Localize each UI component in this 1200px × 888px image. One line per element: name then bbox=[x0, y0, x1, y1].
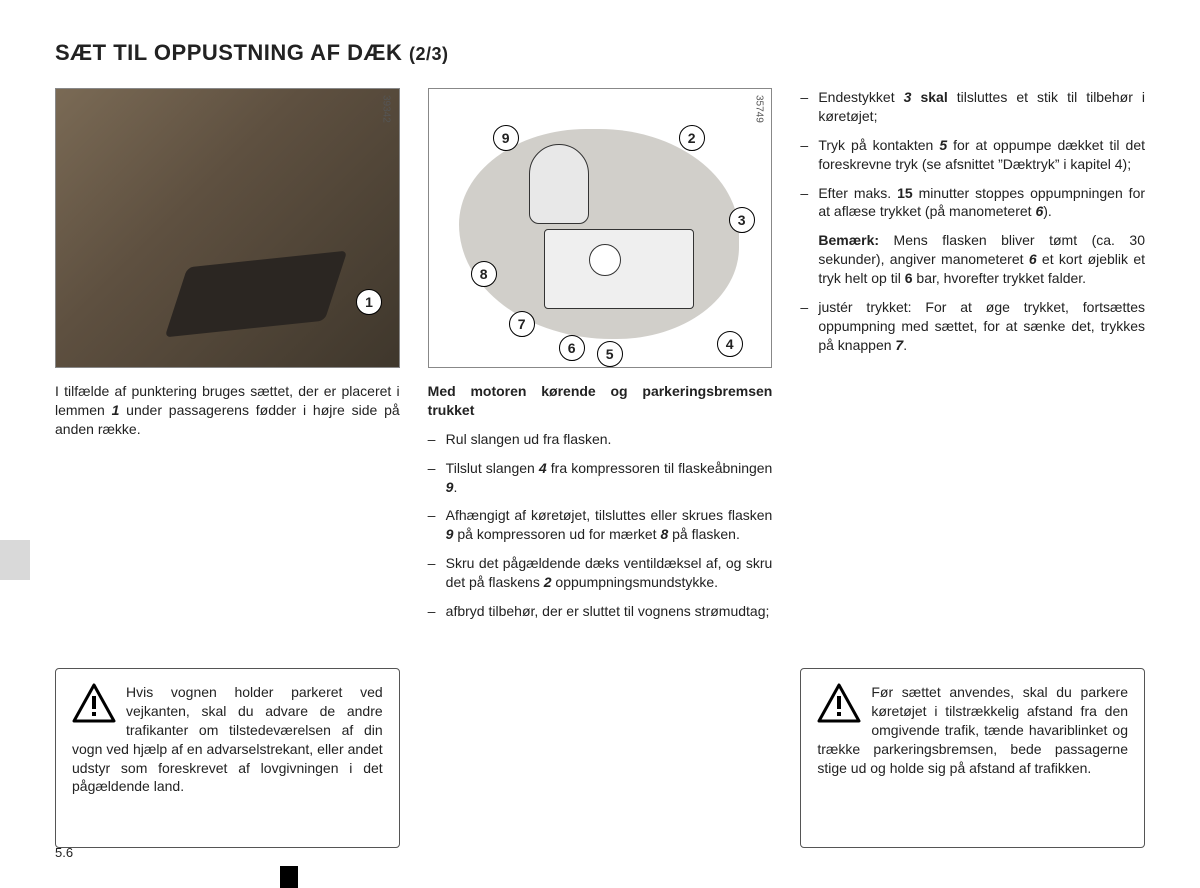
columns: 39342 1 I tilfælde af punktering bruges … bbox=[55, 88, 1145, 848]
warning-2-text: Før sættet anvendes, skal du parkere kør… bbox=[817, 684, 1128, 776]
list-item: Afhængigt af køretøjet, tilsluttes eller… bbox=[428, 506, 773, 544]
callout-1: 1 bbox=[356, 289, 382, 315]
title-main: SÆT TIL OPPUSTNING AF DÆK bbox=[55, 40, 402, 65]
col1-text: I tilfælde af punktering bruges sættet, … bbox=[55, 382, 400, 451]
list-item: Endestykket 3 skal tilsluttes et stik ti… bbox=[800, 88, 1145, 126]
list-item: afbryd tilbehør, der er sluttet til vogn… bbox=[428, 602, 773, 621]
callout-9: 9 bbox=[493, 125, 519, 151]
callout-6: 6 bbox=[559, 335, 585, 361]
list-item: Efter maks. 15 minutter stoppes oppumpni… bbox=[800, 184, 1145, 222]
callout-7: 7 bbox=[509, 311, 535, 337]
page-title: SÆT TIL OPPUSTNING AF DÆK (2/3) bbox=[55, 40, 1145, 66]
callout-4: 4 bbox=[717, 331, 743, 357]
warning-box-1: Hvis vognen holder parkeret ved vejkante… bbox=[55, 668, 400, 848]
figure-1: 39342 1 bbox=[55, 88, 400, 368]
column-2: 35749 9 2 3 8765 4 Med motoren kørende og pa… bbox=[428, 88, 773, 848]
figure-2-compressor bbox=[544, 229, 694, 309]
bottom-crop-mark bbox=[280, 866, 298, 888]
title-part: (2/3) bbox=[409, 44, 449, 64]
figure-2-bottle bbox=[529, 144, 589, 224]
callout-5: 5 bbox=[597, 341, 623, 367]
list-item: Rul slangen ud fra flasken. bbox=[428, 430, 773, 449]
col3-note: Bemærk: Mens flasken bliver tømt (ca. 30… bbox=[800, 231, 1145, 288]
col3-list-pre: Endestykket 3 skal tilsluttes et stik ti… bbox=[800, 88, 1145, 231]
list-item: Tilslut slangen 4 fra kompressoren til f… bbox=[428, 459, 773, 497]
col2-list: Rul slangen ud fra flasken. Tilslut slang… bbox=[428, 430, 773, 631]
warning-1-text: Hvis vognen holder parkeret ved vejkante… bbox=[72, 684, 383, 794]
figure-1-ref: 39342 bbox=[379, 95, 393, 123]
figure-2-gauge bbox=[589, 244, 621, 276]
col2-heading: Med motoren kørende og parkeringsbremsen… bbox=[428, 382, 773, 420]
column-3: Endestykket 3 skal tilsluttes et stik ti… bbox=[800, 88, 1145, 848]
col3-list-post: justér trykket: For at øge trykket, fort… bbox=[800, 298, 1145, 365]
col1-paragraph: I tilfælde af punktering bruges sættet, … bbox=[55, 382, 400, 439]
list-item: justér trykket: For at øge trykket, fort… bbox=[800, 298, 1145, 355]
figure-2-ref: 35749 bbox=[752, 95, 766, 123]
column-1: 39342 1 I tilfælde af punktering bruges … bbox=[55, 88, 400, 848]
list-item: Skru det pågældende dæks ventildæksel af… bbox=[428, 554, 773, 592]
callout-2: 2 bbox=[679, 125, 705, 151]
page-number: 5.6 bbox=[55, 845, 73, 860]
warning-icon bbox=[72, 683, 116, 723]
figure-2: 35749 9 2 3 8765 4 bbox=[428, 88, 773, 368]
side-tab bbox=[0, 540, 30, 580]
list-item: Tryk på kontakten 5 for at oppumpe dække… bbox=[800, 136, 1145, 174]
warning-icon bbox=[817, 683, 861, 723]
callout-3: 3 bbox=[729, 207, 755, 233]
warning-box-2: Før sættet anvendes, skal du parkere kør… bbox=[800, 668, 1145, 848]
callout-8: 8 bbox=[471, 261, 497, 287]
